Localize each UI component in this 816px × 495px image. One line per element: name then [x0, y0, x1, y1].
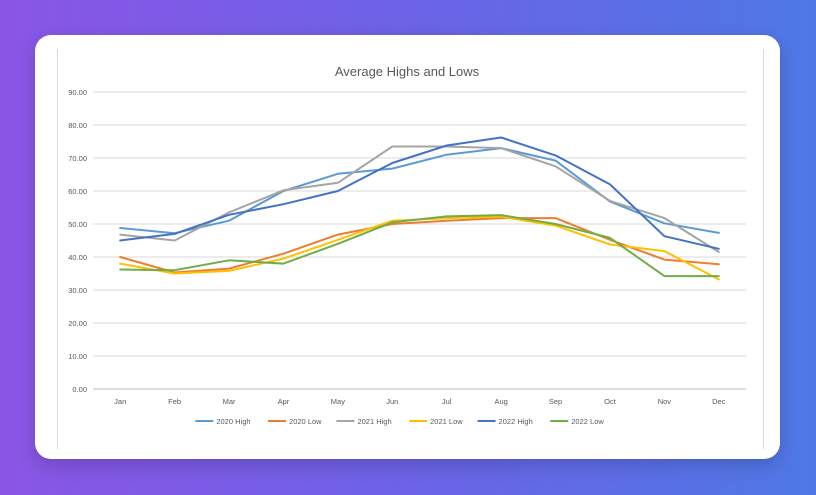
legend-label: 2022 Low	[571, 417, 604, 426]
x-tick-label: Feb	[168, 397, 181, 406]
y-axis: 0.00 10.00 20.00 30.00 40.00 50.00 60.00 70.00 8…	[68, 88, 87, 394]
x-tick-label: Mar	[223, 397, 236, 406]
legend-item-2021-high: 2021 High	[336, 417, 392, 426]
legend-label: 2022 High	[499, 417, 533, 426]
series-lines	[119, 136, 720, 281]
chart-title: Average Highs and Lows	[335, 64, 480, 79]
legend-item-2022-high: 2022 High	[477, 417, 533, 426]
worksheet-area	[57, 49, 764, 449]
legend-item-2020-low: 2020 Low	[268, 417, 322, 426]
series-line-2022-high	[119, 136, 720, 250]
legend-label: 2020 High	[216, 417, 250, 426]
y-tick-label: 90.00	[68, 88, 87, 97]
legend: 2020 High 2020 Low 2021 High 2021 Low 2022 H…	[195, 417, 604, 426]
legend-label: 2020 Low	[289, 417, 322, 426]
legend-label: 2021 High	[357, 417, 391, 426]
y-tick-label: 40.00	[68, 253, 87, 262]
y-tick-label: 30.00	[68, 286, 87, 295]
x-tick-label: May	[331, 397, 345, 406]
x-tick-label: Dec	[712, 397, 726, 406]
x-tick-label: Jun	[386, 397, 398, 406]
y-tick-label: 10.00	[68, 352, 87, 361]
y-tick-label: 80.00	[68, 121, 87, 130]
legend-item-2021-low: 2021 Low	[409, 417, 463, 426]
series-line-2020-high	[119, 147, 720, 235]
x-tick-label: Jul	[442, 397, 452, 406]
x-tick-label: Sep	[549, 397, 562, 406]
x-tick-label: Oct	[604, 397, 617, 406]
legend-label: 2021 Low	[430, 417, 463, 426]
y-tick-label: 0.00	[72, 385, 87, 394]
y-tick-label: 50.00	[68, 220, 87, 229]
legend-item-2020-high: 2020 High	[195, 417, 251, 426]
series-line-2022-low	[119, 214, 720, 278]
legend-item-2022-low: 2022 Low	[550, 417, 604, 426]
x-tick-label: Nov	[658, 397, 672, 406]
y-tick-label: 70.00	[68, 154, 87, 163]
y-tick-label: 20.00	[68, 319, 87, 328]
x-tick-label: Aug	[494, 397, 507, 406]
x-tick-label: Apr	[278, 397, 290, 406]
gridlines	[93, 91, 746, 390]
x-tick-label: Jan	[114, 397, 126, 406]
chart-card	[35, 35, 780, 459]
x-axis: Jan Feb Mar Apr May Jun Jul Aug Sep Oct Nov Dec	[114, 397, 726, 406]
y-tick-label: 60.00	[68, 187, 87, 196]
